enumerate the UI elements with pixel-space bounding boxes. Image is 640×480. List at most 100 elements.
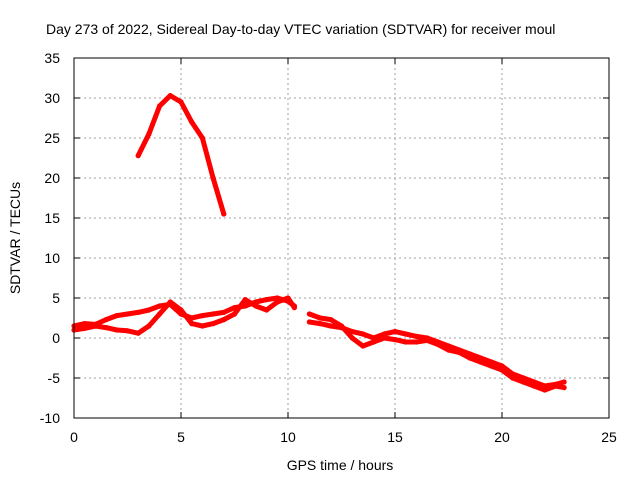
axis-ticks: 0 5 10 15 20 25 -10 -5 0 5 10 15 20 25 30 35 [40,50,617,445]
data-point [274,299,280,305]
data-point [552,383,559,389]
data-point [124,328,131,334]
data-point [103,325,109,331]
data-point [285,295,291,301]
data-point [221,317,227,323]
data-point [146,307,152,313]
data-point [124,311,131,317]
data-point [199,135,205,141]
data-point [146,131,152,137]
data-point [157,303,163,309]
data-point [317,315,323,321]
data-point [135,330,141,336]
data-point [381,331,387,337]
data-point [157,311,163,317]
x-tick-label: 5 [177,429,185,445]
series-arc-b [71,295,297,336]
data-point [178,307,184,313]
data-point [381,335,387,341]
data-point [199,323,205,329]
data-point [403,339,409,345]
data-point [221,309,227,315]
grid [74,58,609,418]
data-point [413,339,419,345]
data-point [338,323,345,329]
plot-frame [73,57,610,419]
data-point [435,341,441,347]
x-tick-label: 20 [494,429,510,445]
x-tick-label: 0 [70,429,78,445]
x-tick-label: 10 [280,429,296,445]
data-point [456,349,462,355]
chart-title: Day 273 of 2022, Sidereal Day-to-day VTE… [46,21,555,37]
data-point [135,153,141,159]
data-point [291,305,297,311]
data-point [82,321,88,327]
data-point [328,323,334,329]
data-point [253,303,259,309]
data-point [178,99,184,105]
y-tick-label: 10 [44,250,60,266]
y-tick-label: 25 [44,130,60,146]
data-point [392,337,398,343]
y-tick-label: 30 [44,90,60,106]
x-tick-label: 15 [387,429,403,445]
data-point [189,119,195,125]
data-point [264,307,270,313]
y-tick-label: -5 [48,370,61,386]
data-point [146,323,152,329]
data-point [531,383,537,389]
y-tick-label: 35 [44,50,60,66]
data-point [371,339,377,345]
data-point [317,321,323,327]
data-point [103,317,109,323]
data-point [231,311,238,317]
data-point [360,343,366,349]
data-point [424,337,430,343]
data-point [199,313,205,319]
data-point [561,379,567,385]
y-axis-label: SDTVAR / TECUs [7,182,23,294]
data-point [542,387,548,393]
data-point [306,311,312,317]
data-series [71,93,567,393]
y-tick-label: 20 [44,170,60,186]
data-point [210,175,216,181]
data-point [478,359,484,365]
data-point [210,311,216,317]
data-point [242,297,248,303]
data-point [499,367,505,373]
data-point [561,385,567,391]
data-point [210,321,216,327]
data-point [520,379,527,385]
y-tick-label: -10 [40,410,60,426]
data-point [114,313,120,319]
x-tick-label: 25 [601,429,617,445]
data-point [403,331,409,337]
data-point [488,363,494,369]
data-point [135,309,141,315]
data-point [82,325,88,331]
data-point [306,319,312,325]
data-point [221,211,227,217]
data-point [467,355,473,361]
data-point [445,347,452,353]
y-tick-label: 0 [52,330,60,346]
data-point [360,331,366,337]
x-axis-label: GPS time / hours [287,457,394,473]
data-point [167,299,173,305]
data-point [328,317,334,323]
data-point [510,375,516,381]
data-point [157,103,163,109]
data-point [114,327,120,333]
data-point [92,323,98,329]
data-point [167,93,173,99]
y-tick-label: 15 [44,210,60,226]
data-point [392,329,398,335]
data-point [413,333,419,339]
y-tick-label: 5 [52,290,60,306]
data-point [264,297,270,303]
data-point [349,335,355,341]
data-point [189,321,195,327]
